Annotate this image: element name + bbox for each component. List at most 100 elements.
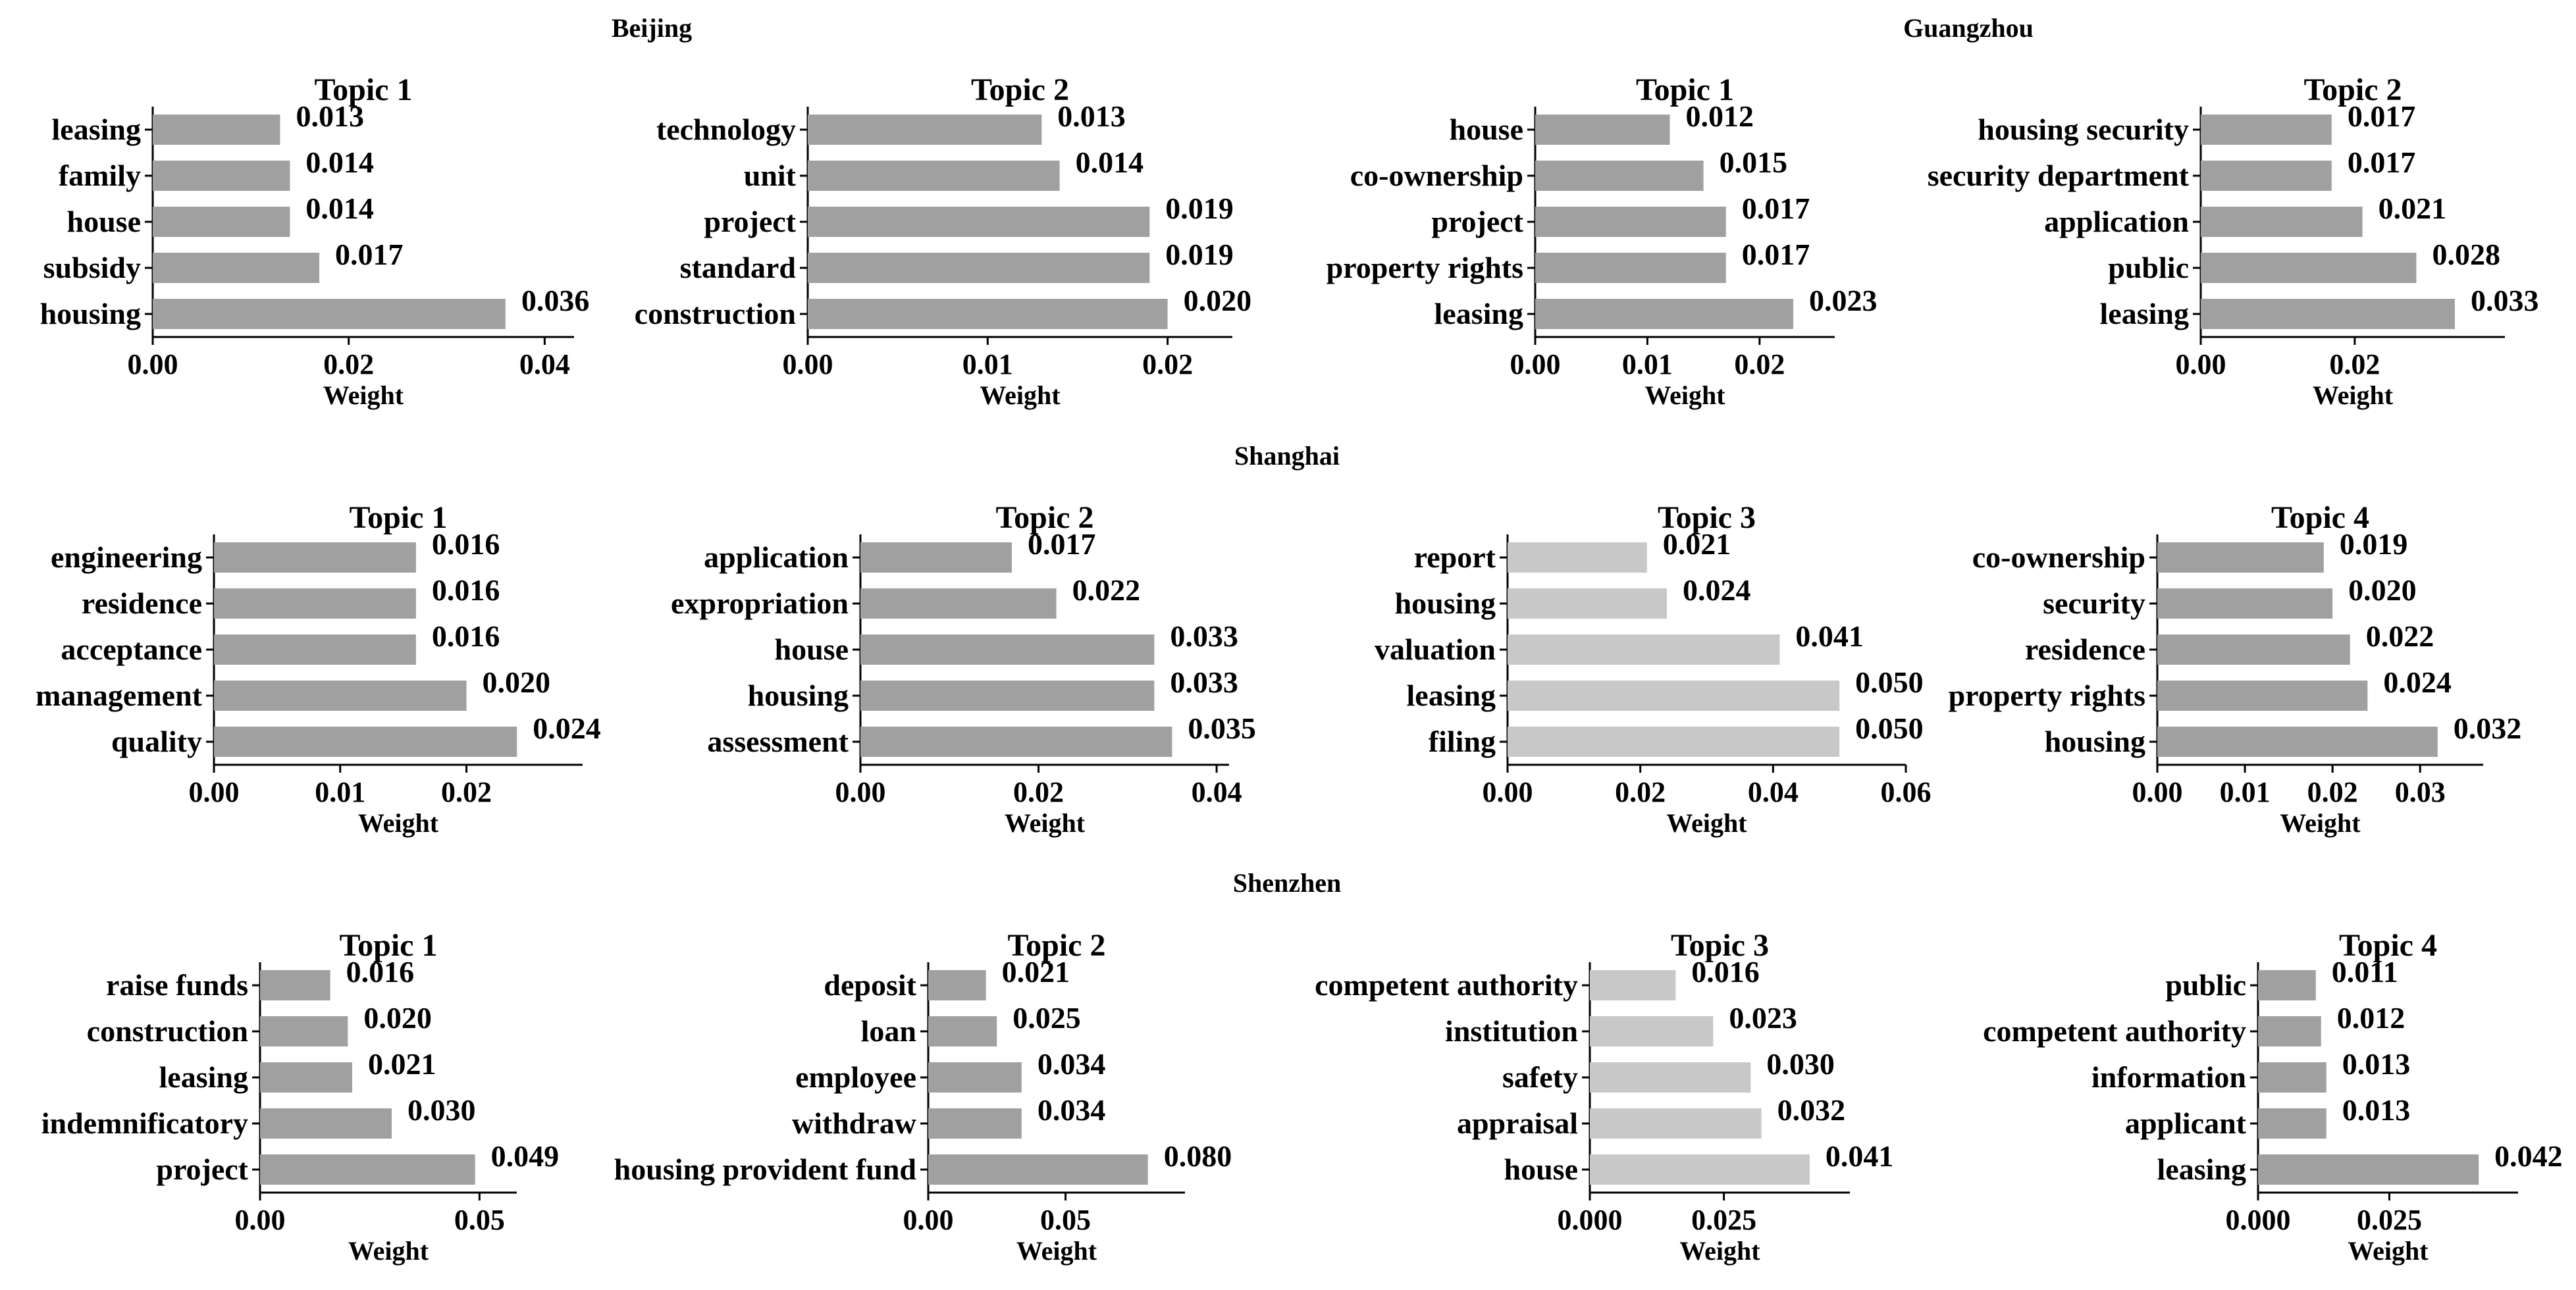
value-label: 0.025 [1012,1001,1081,1035]
category-label: leasing [2157,1152,2246,1186]
bar [260,1154,475,1185]
category-label: expropriation [671,586,849,620]
bar [2201,207,2363,237]
bar [1508,588,1667,619]
value-label: 0.032 [2454,711,2522,745]
value-label: 0.041 [1795,619,1864,653]
value-label: 0.030 [1766,1047,1835,1081]
category-label: leasing [159,1060,248,1094]
value-label: 0.024 [533,711,601,745]
bar [808,207,1150,237]
x-axis-title: Weight [1679,1236,1760,1266]
value-label: 0.019 [1165,238,1234,271]
value-label: 0.020 [2348,573,2417,607]
chart-panel: Topic 2 application 0.017 expropriation 0.02… [671,500,1256,838]
category-label: institution [1445,1014,1578,1048]
category-label: security department [1928,159,2190,192]
bar [1535,207,1726,237]
category-label: valuation [1375,632,1496,666]
bar [808,299,1168,329]
x-tick-label: 0.02 [1734,348,1785,380]
category-label: leasing [1434,297,1523,330]
category-label: project [156,1152,248,1186]
category-label: housing security [1978,113,2189,146]
bar [1535,161,1704,191]
value-label: 0.024 [1683,573,1751,607]
value-label: 0.050 [1855,665,1924,699]
category-label: housing [748,679,849,712]
category-label: application [704,540,849,574]
x-axis-title: Weight [323,380,404,410]
bar [1535,115,1670,145]
x-tick-label: 0.00 [1510,348,1561,380]
category-label: project [704,205,796,238]
bar [860,727,1172,757]
value-label: 0.033 [2471,284,2539,317]
chart-panel: Topic 4 public 0.011 competent authority 0.0… [1983,928,2563,1266]
category-label: house [1450,113,1523,146]
bar [2201,253,2417,283]
bar [2201,161,2332,191]
bar [153,115,280,145]
category-label: competent authority [1315,968,1578,1002]
panel-title: Topic 2 [971,72,1069,107]
x-tick-label: 0.00 [903,1204,954,1236]
bar [1590,1016,1714,1046]
x-axis-title: Weight [1016,1236,1097,1266]
bar [260,1016,348,1046]
value-label: 0.016 [346,955,415,989]
chart-panel: Topic 2 deposit 0.021 loan 0.025 employee 0.03… [614,928,1232,1266]
x-tick-label: 0.025 [2357,1204,2422,1236]
bar [214,634,416,665]
x-tick-label: 0.04 [519,348,570,380]
bar [214,681,467,711]
bar [260,1062,352,1093]
x-tick-label: 0.05 [1040,1204,1091,1236]
category-label: project [1431,205,1523,238]
category-label: public [2108,251,2189,284]
category-label: house [1504,1152,1578,1186]
value-label: 0.016 [432,527,500,561]
bar [928,1016,997,1046]
bar [2157,727,2438,757]
value-label: 0.035 [1188,711,1256,745]
bar [153,299,506,329]
category-label: safety [1502,1060,1578,1094]
bar [1590,970,1676,1000]
category-label: subsidy [43,251,141,284]
category-label: filing [1429,725,1496,758]
value-label: 0.017 [1028,527,1096,561]
bar [860,634,1155,665]
category-label: construction [87,1014,248,1048]
bar [214,588,416,619]
bar [153,207,290,237]
bar [214,727,517,757]
x-tick-label: 0.000 [2226,1204,2291,1236]
value-label: 0.030 [407,1093,476,1127]
bar [2157,542,2324,573]
value-label: 0.017 [2348,99,2416,133]
bar [1590,1062,1751,1093]
x-axis-title: Weight [2280,808,2361,838]
x-tick-label: 0.01 [315,776,365,808]
category-label: family [59,159,141,192]
category-label: competent authority [1983,1014,2246,1048]
value-label: 0.022 [1072,573,1141,607]
bar [2201,115,2332,145]
category-label: co-ownership [1350,159,1523,192]
bar [2157,588,2333,619]
category-label: house [775,632,849,666]
chart-panel: Topic 1 house 0.012 co-ownership 0.015 projec… [1327,72,1878,410]
value-label: 0.023 [1729,1001,1797,1035]
value-label: 0.019 [2340,527,2408,561]
x-axis-title: Weight [2348,1236,2429,1266]
bar [153,253,320,283]
panels: Topic 1 leasing 0.013 family 0.014 house 0.014… [36,72,2563,1266]
category-label: deposit [824,968,916,1002]
x-axis-title: Weight [348,1236,429,1266]
chart-panel: Topic 3 report 0.021 housing 0.024 valuation 0… [1375,500,1932,838]
x-axis-title: Weight [1005,808,1086,838]
category-label: management [36,679,203,712]
bar [860,681,1155,711]
category-label: unit [744,159,797,192]
